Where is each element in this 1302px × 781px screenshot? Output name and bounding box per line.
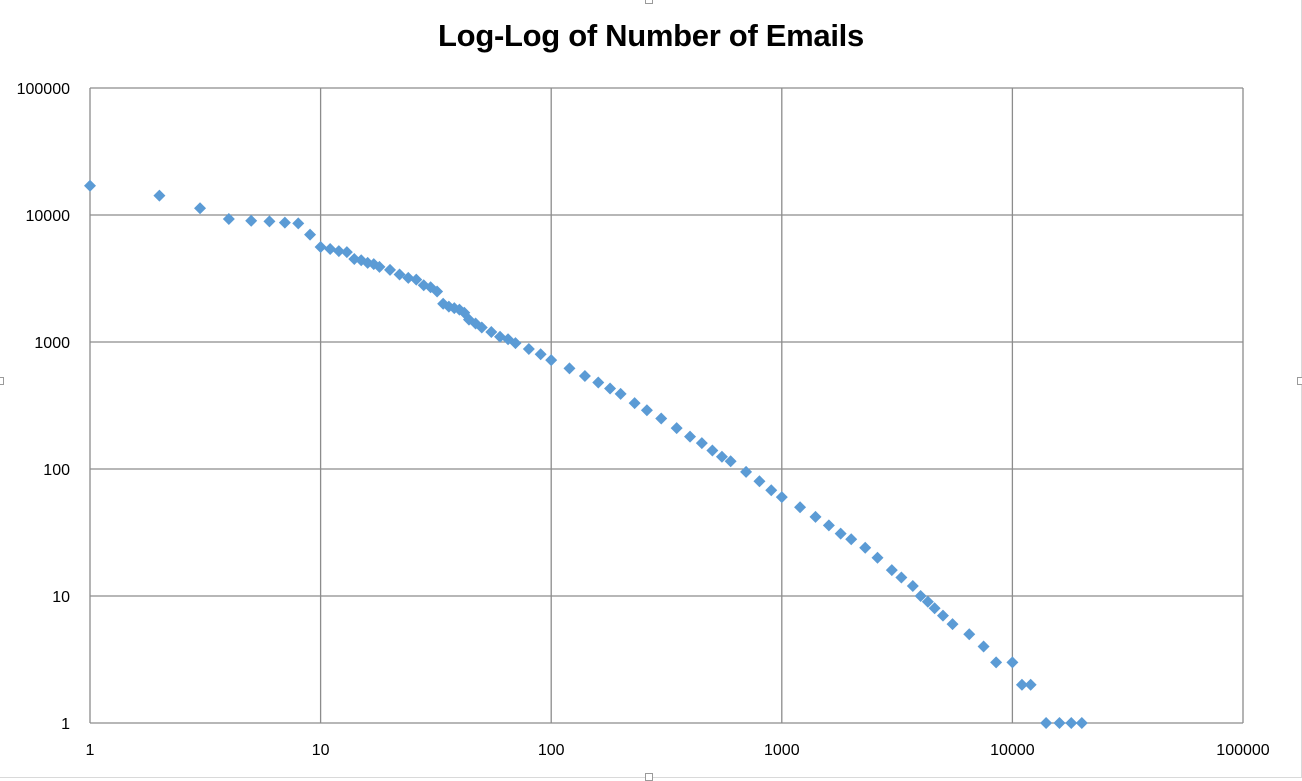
data-point: [614, 387, 627, 400]
data-point: [946, 618, 959, 631]
data-point: [153, 189, 166, 202]
data-point: [578, 369, 591, 382]
data-point: [1006, 656, 1019, 669]
data-point: [485, 325, 498, 338]
data-point: [222, 213, 235, 226]
data-point: [775, 491, 788, 504]
data-point: [545, 354, 558, 367]
y-tick-label: 1000: [34, 335, 70, 352]
data-point: [604, 382, 617, 395]
data-point: [684, 430, 697, 443]
data-point: [871, 551, 884, 564]
data-point: [245, 214, 258, 227]
data-point: [509, 337, 522, 350]
data-point: [928, 602, 941, 615]
data-point: [895, 571, 908, 584]
data-point: [834, 527, 847, 540]
data-point: [914, 590, 927, 602]
x-tick-label: 10: [312, 742, 330, 759]
data-point: [809, 510, 822, 523]
data-point: [885, 564, 898, 577]
data-point: [724, 455, 737, 468]
x-tick-label: 100: [538, 742, 565, 759]
data-point: [670, 422, 683, 435]
y-tick-label: 10: [52, 589, 70, 606]
data-point: [393, 268, 406, 281]
data-point: [340, 246, 353, 259]
chart-title: Log-Log of Number of Emails: [438, 18, 864, 53]
y-tick-label: 100000: [17, 81, 70, 98]
data-point: [1065, 717, 1078, 729]
data-point: [522, 343, 535, 356]
data-point: [859, 541, 872, 554]
data-point: [592, 376, 605, 389]
data-point: [963, 628, 976, 641]
data-point: [263, 215, 276, 228]
data-point: [563, 362, 576, 375]
data-point: [410, 273, 423, 286]
data-point: [936, 609, 949, 622]
data-point: [655, 412, 668, 425]
x-tick-label: 100000: [1216, 742, 1269, 759]
resize-handle-right[interactable]: [1297, 377, 1302, 385]
data-point: [292, 217, 305, 230]
data-point: [715, 450, 728, 463]
data-point: [373, 260, 386, 273]
data-point: [1024, 678, 1037, 691]
data-point: [278, 216, 291, 229]
data-point: [906, 579, 919, 592]
data-point: [921, 595, 934, 608]
data-point: [324, 242, 337, 255]
data-point: [402, 271, 415, 284]
x-tick-label: 1: [86, 742, 95, 759]
y-tick-label: 10000: [26, 208, 71, 225]
data-point: [628, 397, 641, 410]
data-point: [845, 533, 858, 546]
y-tick-label: 1: [61, 716, 70, 733]
data-point: [706, 444, 719, 457]
data-point: [314, 240, 327, 253]
data-point: [534, 348, 547, 361]
data-point: [1040, 717, 1053, 729]
data-point: [84, 179, 96, 192]
data-point: [765, 484, 778, 497]
resize-handle-top[interactable]: [645, 0, 653, 4]
data-point: [304, 228, 317, 241]
resize-handle-bottom[interactable]: [645, 773, 653, 781]
x-tick-label: 10000: [990, 742, 1035, 759]
data-point: [640, 404, 653, 417]
data-point: [1015, 678, 1028, 691]
x-tick-label: 1000: [764, 742, 800, 759]
data-point: [384, 263, 397, 276]
data-point: [1053, 717, 1066, 729]
data-point: [740, 465, 753, 478]
data-point: [1075, 717, 1088, 729]
data-point: [194, 202, 207, 215]
data-point: [431, 285, 444, 298]
data-point: [475, 321, 488, 334]
data-point: [753, 475, 766, 488]
data-point: [990, 656, 1003, 669]
data-point: [695, 437, 708, 450]
y-tick-label: 100: [43, 462, 70, 479]
data-point: [794, 501, 807, 514]
resize-handle-left[interactable]: [0, 377, 4, 385]
data-point: [822, 519, 835, 532]
data-point: [332, 245, 345, 258]
data-point: [977, 640, 990, 653]
